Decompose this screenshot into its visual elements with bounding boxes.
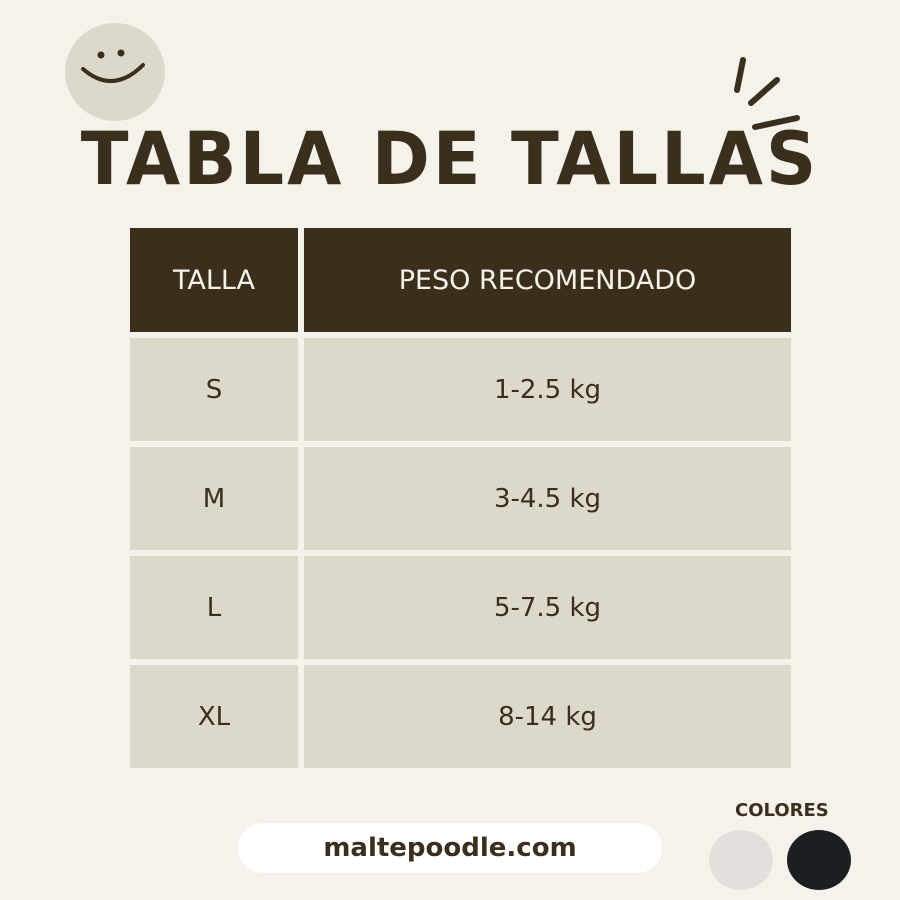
table-row: S 1-2.5 kg bbox=[130, 338, 791, 441]
color-swatch-dark bbox=[787, 830, 851, 890]
website-link[interactable]: maltepoodle.com bbox=[238, 823, 662, 873]
table-row: M 3-4.5 kg bbox=[130, 447, 791, 550]
size-cell: M bbox=[130, 447, 298, 550]
table-row: XL 8-14 kg bbox=[130, 665, 791, 768]
page-title: TABLA DE TALLAS bbox=[80, 115, 820, 203]
table-row: L 5-7.5 kg bbox=[130, 556, 791, 659]
weight-cell: 8-14 kg bbox=[304, 665, 791, 768]
size-cell: S bbox=[130, 338, 298, 441]
colors-label: COLORES bbox=[735, 800, 829, 821]
weight-cell: 5-7.5 kg bbox=[304, 556, 791, 659]
header-peso: PESO RECOMENDADO bbox=[304, 228, 791, 332]
table-header: TALLA PESO RECOMENDADO bbox=[130, 228, 791, 332]
size-table: TALLA PESO RECOMENDADO S 1-2.5 kg M 3-4.5 … bbox=[130, 228, 791, 774]
size-cell: L bbox=[130, 556, 298, 659]
color-swatch-light bbox=[709, 830, 773, 890]
weight-cell: 1-2.5 kg bbox=[304, 338, 791, 441]
smiley-icon bbox=[65, 23, 165, 121]
sparkle-lines-icon bbox=[734, 57, 800, 130]
weight-cell: 3-4.5 kg bbox=[304, 447, 791, 550]
size-cell: XL bbox=[130, 665, 298, 768]
header-talla: TALLA bbox=[130, 228, 298, 332]
